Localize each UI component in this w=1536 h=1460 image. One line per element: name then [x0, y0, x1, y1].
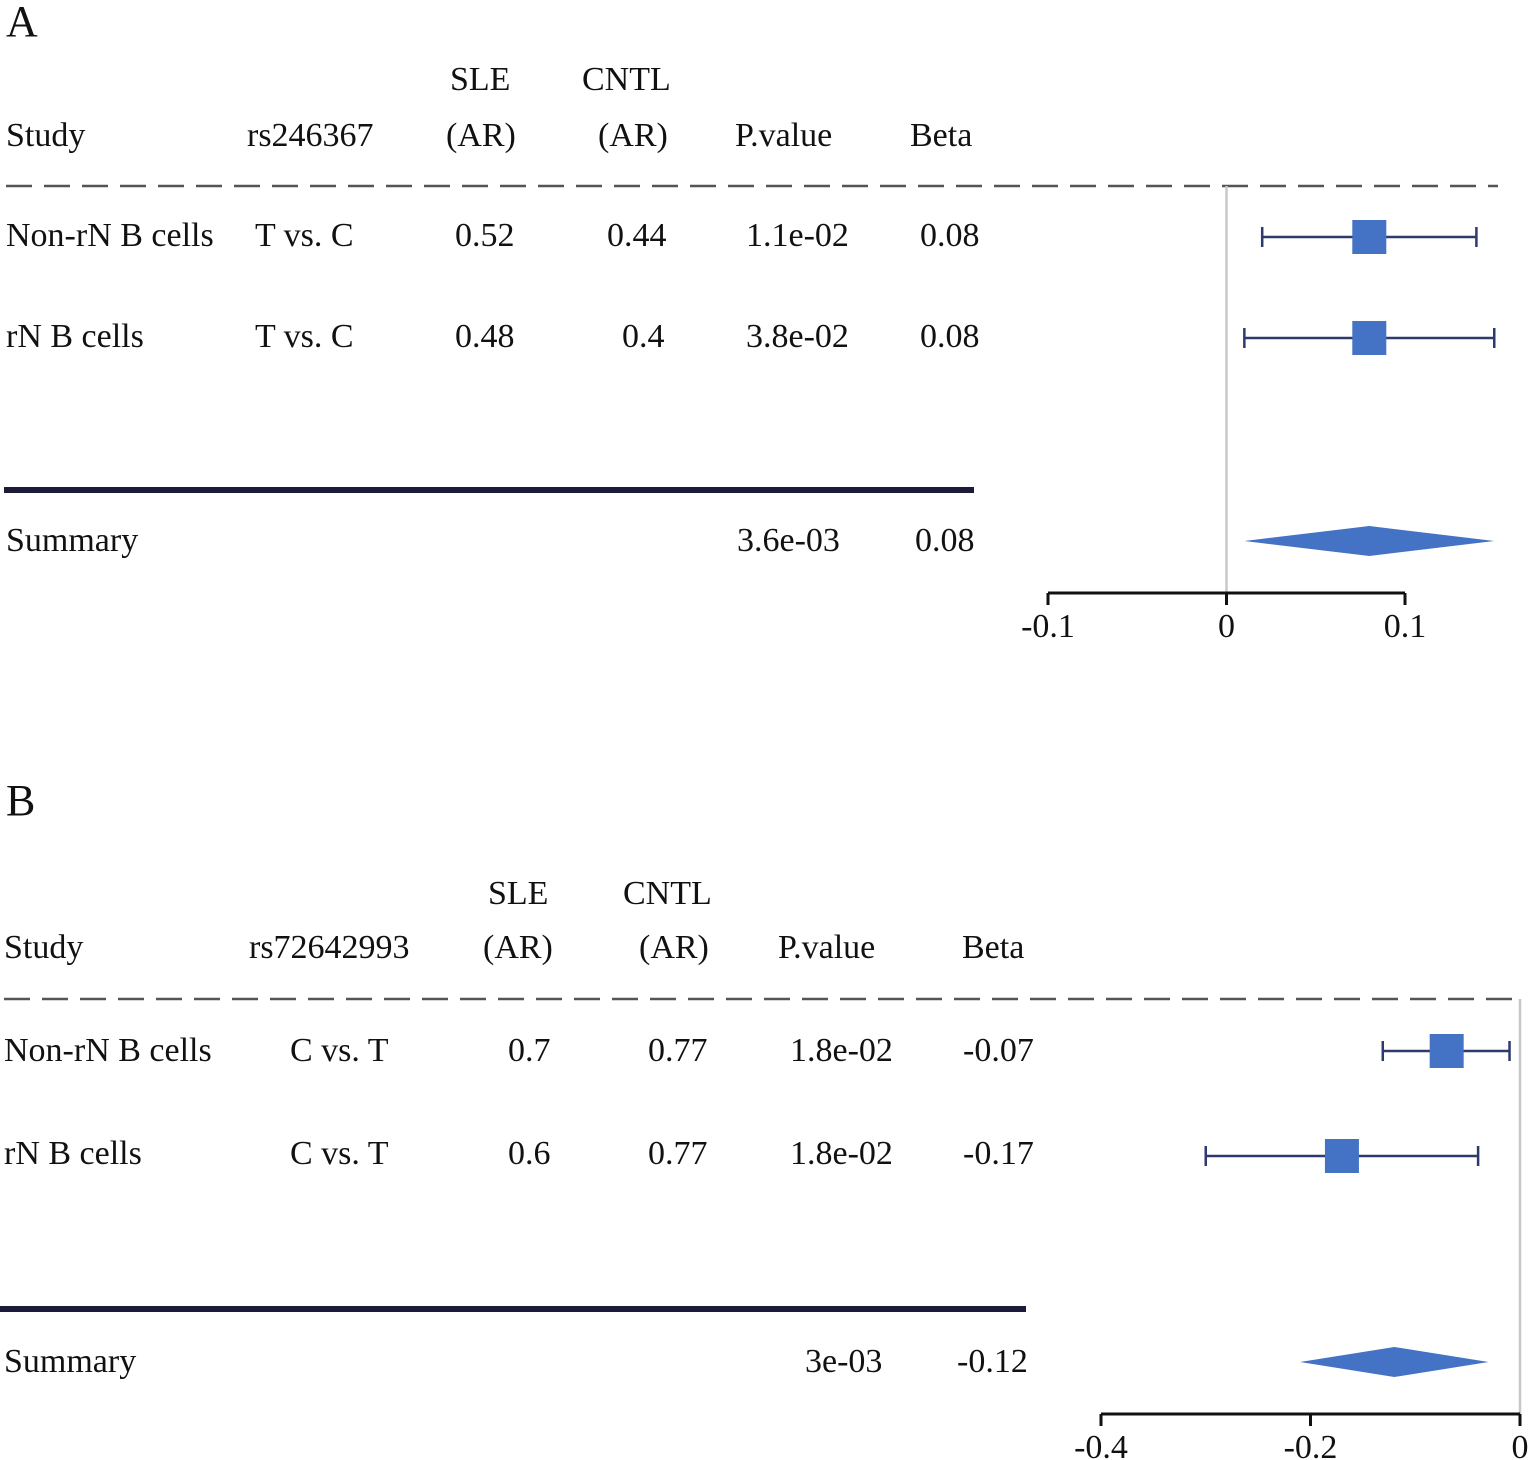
effect-marker — [1429, 1034, 1464, 1068]
row-pvalue: 1.1e-02 — [746, 217, 849, 254]
summary-diamond — [1244, 526, 1495, 556]
column-header-sle-ar: (AR) — [446, 117, 516, 154]
summary-label: Summary — [4, 1343, 136, 1380]
row-beta: -0.07 — [963, 1032, 1034, 1069]
x-tick-label: -0.1 — [1021, 608, 1075, 645]
row-study: Non-rN B cells — [6, 217, 214, 254]
summary-diamond — [1300, 1347, 1489, 1377]
column-header-pvalue: P.value — [735, 117, 832, 154]
row-snp: T vs. C — [255, 217, 354, 254]
column-header-pvalue: P.value — [778, 929, 875, 966]
column-header-cntl-ar: (AR) — [598, 117, 668, 154]
row-snp: C vs. T — [290, 1135, 389, 1172]
column-header-cntl: CNTL — [623, 875, 712, 912]
panel-b: B Study rs72642993 SLE (AR) CNTL (AR) P.… — [0, 776, 1529, 1460]
effect-marker — [1352, 220, 1387, 254]
summary-pvalue: 3.6e-03 — [737, 522, 840, 559]
row-study: rN B cells — [4, 1135, 142, 1172]
column-header-snp: rs72642993 — [249, 929, 410, 966]
x-tick-label: 0 — [1512, 1429, 1529, 1460]
row-cntl: 0.44 — [607, 217, 667, 254]
x-tick-label: -0.2 — [1284, 1429, 1338, 1460]
row-pvalue: 3.8e-02 — [746, 318, 849, 355]
summary-beta: 0.08 — [915, 522, 975, 559]
row-cntl: 0.77 — [648, 1032, 708, 1069]
row-snp: T vs. C — [255, 318, 354, 355]
row-sle: 0.6 — [508, 1135, 551, 1172]
panel-label-a: A — [6, 0, 38, 46]
row-study: Non-rN B cells — [4, 1032, 212, 1069]
summary-label: Summary — [6, 522, 138, 559]
row-pvalue: 1.8e-02 — [790, 1032, 893, 1069]
column-header-beta: Beta — [962, 929, 1024, 966]
column-header-cntl-ar: (AR) — [639, 929, 709, 966]
row-beta: -0.17 — [963, 1135, 1034, 1172]
row-cntl: 0.77 — [648, 1135, 708, 1172]
summary-pvalue: 3e-03 — [805, 1343, 882, 1380]
column-header-snp: rs246367 — [247, 117, 374, 154]
column-header-beta: Beta — [910, 117, 972, 154]
row-study: rN B cells — [6, 318, 144, 355]
row-sle: 0.7 — [508, 1032, 551, 1069]
x-tick-label: -0.4 — [1074, 1429, 1128, 1460]
panel-a: A Study rs246367 SLE (AR) CNTL (AR) P.va… — [4, 0, 1498, 645]
x-tick-label: 0 — [1218, 608, 1235, 645]
row-sle: 0.52 — [455, 217, 515, 254]
column-header-sle-ar: (AR) — [483, 929, 553, 966]
column-header-sle: SLE — [488, 875, 548, 912]
forest-plot-a: -0.1 0 0.1 — [1021, 186, 1496, 645]
column-header-study: Study — [6, 117, 85, 154]
row-sle: 0.48 — [455, 318, 515, 355]
row-beta: 0.08 — [920, 318, 980, 355]
row-beta: 0.08 — [920, 217, 980, 254]
column-header-cntl: CNTL — [582, 61, 671, 98]
column-header-study: Study — [4, 929, 83, 966]
column-header-sle: SLE — [450, 61, 510, 98]
row-pvalue: 1.8e-02 — [790, 1135, 893, 1172]
effect-marker — [1324, 1139, 1359, 1173]
forest-plot-b: -0.4 -0.2 0 — [1074, 999, 1529, 1460]
row-snp: C vs. T — [290, 1032, 389, 1069]
effect-marker — [1352, 321, 1387, 355]
panel-label-b: B — [6, 776, 35, 825]
row-cntl: 0.4 — [622, 318, 665, 355]
x-tick-label: 0.1 — [1384, 608, 1427, 645]
summary-beta: -0.12 — [957, 1343, 1028, 1380]
